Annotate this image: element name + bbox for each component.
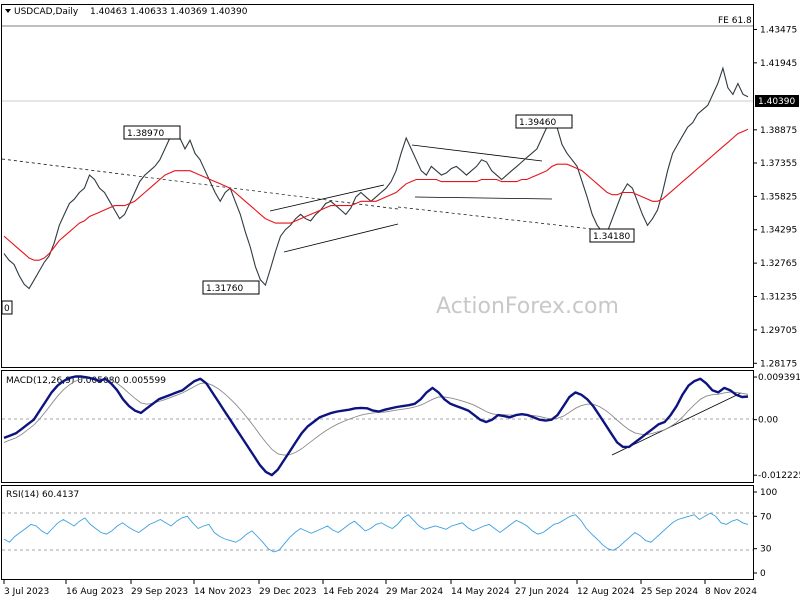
dashed-trendline-lower [397, 206, 593, 230]
fe-label: FE 61.8 [718, 16, 752, 26]
price-tick-label: 1.34295 [760, 226, 797, 236]
watermark: ActionForex.com [436, 294, 619, 319]
macd-tick-label: 0.00 [758, 416, 778, 426]
rsi-tick-label: 0 [760, 569, 766, 579]
macd-line [3, 375, 749, 477]
dropdown-arrow-icon[interactable] [5, 9, 11, 13]
triangle-lower-line [414, 196, 553, 200]
rsi-axis: 100 70 30 0 [753, 488, 777, 579]
header: USDCAD,Daily 1.40463 1.40633 1.40369 1.4… [5, 7, 248, 17]
date-tick-label: 25 Sep 2024 [641, 587, 698, 597]
date-tick-label: 14 May 2024 [451, 587, 510, 597]
main-panel-border [1, 4, 754, 368]
rsi-tick-label: 100 [760, 488, 777, 498]
price-tick-label: 1.37355 [760, 159, 797, 169]
date-tick-label: 27 Jun 2024 [515, 587, 569, 597]
svg-text:1.39460: 1.39460 [519, 118, 556, 128]
date-tick-label: 3 Jul 2023 [4, 587, 49, 597]
channel-lower-line [283, 223, 399, 253]
symbol-label: USDCAD,Daily [14, 7, 79, 17]
svg-text:1.40390: 1.40390 [758, 97, 795, 107]
price-tick-label: 1.38875 [760, 126, 797, 136]
moving-average-line [3, 128, 749, 261]
macd-axis: 0.009391 0.00 -0.012225 [753, 373, 800, 481]
macd-tick-label: 0.009391 [758, 373, 800, 383]
date-tick-label: 29 Dec 2023 [259, 587, 317, 597]
date-tick-label: 16 Aug 2023 [66, 587, 124, 597]
ohlc-values: 1.40463 1.40633 1.40369 1.40390 [90, 7, 248, 17]
date-tick-label: 12 Aug 2024 [577, 587, 635, 597]
date-tick-label: 14 Feb 2024 [323, 587, 379, 597]
trendlines [1, 144, 593, 253]
triangle-upper-line [411, 144, 543, 162]
annotation-left-edge: 0 [1, 300, 13, 315]
rsi-tick-label: 70 [760, 512, 772, 522]
date-tick-label: 8 Nov 2024 [705, 587, 757, 597]
dashed-trendline-upper [1, 158, 399, 210]
price-axis: 1.43475 1.41945 1.38875 1.37355 1.35825 1.342… [753, 25, 797, 369]
date-tick-label: 14 Nov 2023 [194, 587, 252, 597]
price-tick-label: 1.29705 [760, 326, 797, 336]
rsi-title: RSI(14) 60.4137 [6, 490, 79, 500]
svg-text:1.38970: 1.38970 [127, 129, 164, 139]
price-tick-label: 1.31235 [760, 293, 797, 303]
price-tick-label: 1.28175 [760, 359, 797, 369]
date-tick-label: 29 Mar 2024 [386, 587, 443, 597]
date-axis: 3 Jul 2023 16 Aug 2023 29 Sep 2023 14 Nov 2… [3, 580, 757, 597]
price-tick-label: 1.32765 [760, 259, 797, 269]
price-line [3, 66, 749, 290]
rsi-tick-label: 30 [760, 545, 772, 555]
svg-text:1.31760: 1.31760 [206, 284, 243, 294]
annotation-high-1: 1.38970 [123, 125, 181, 140]
price-tick-label: 1.41945 [760, 59, 797, 69]
price-tick-label: 1.43475 [760, 25, 797, 35]
macd-signal-line [3, 377, 749, 456]
channel-upper-line [269, 184, 385, 212]
svg-text:0: 0 [4, 304, 10, 314]
date-tick-label: 29 Sep 2023 [131, 587, 188, 597]
annotation-low-1: 1.31760 [202, 280, 260, 295]
svg-text:1.34180: 1.34180 [593, 232, 630, 242]
rsi-line [3, 512, 749, 553]
macd-panel-border [1, 370, 754, 483]
current-price-badge: 1.40390 [755, 95, 799, 107]
annotation-low-2: 1.34180 [589, 228, 635, 243]
macd-title: MACD(12,26,9) 0.005080 0.005599 [6, 376, 166, 386]
rsi-panel-border [1, 485, 754, 580]
macd-tick-label: -0.012225 [758, 471, 800, 481]
price-tick-label: 1.35825 [760, 192, 797, 202]
annotation-high-2: 1.39460 [515, 114, 573, 129]
